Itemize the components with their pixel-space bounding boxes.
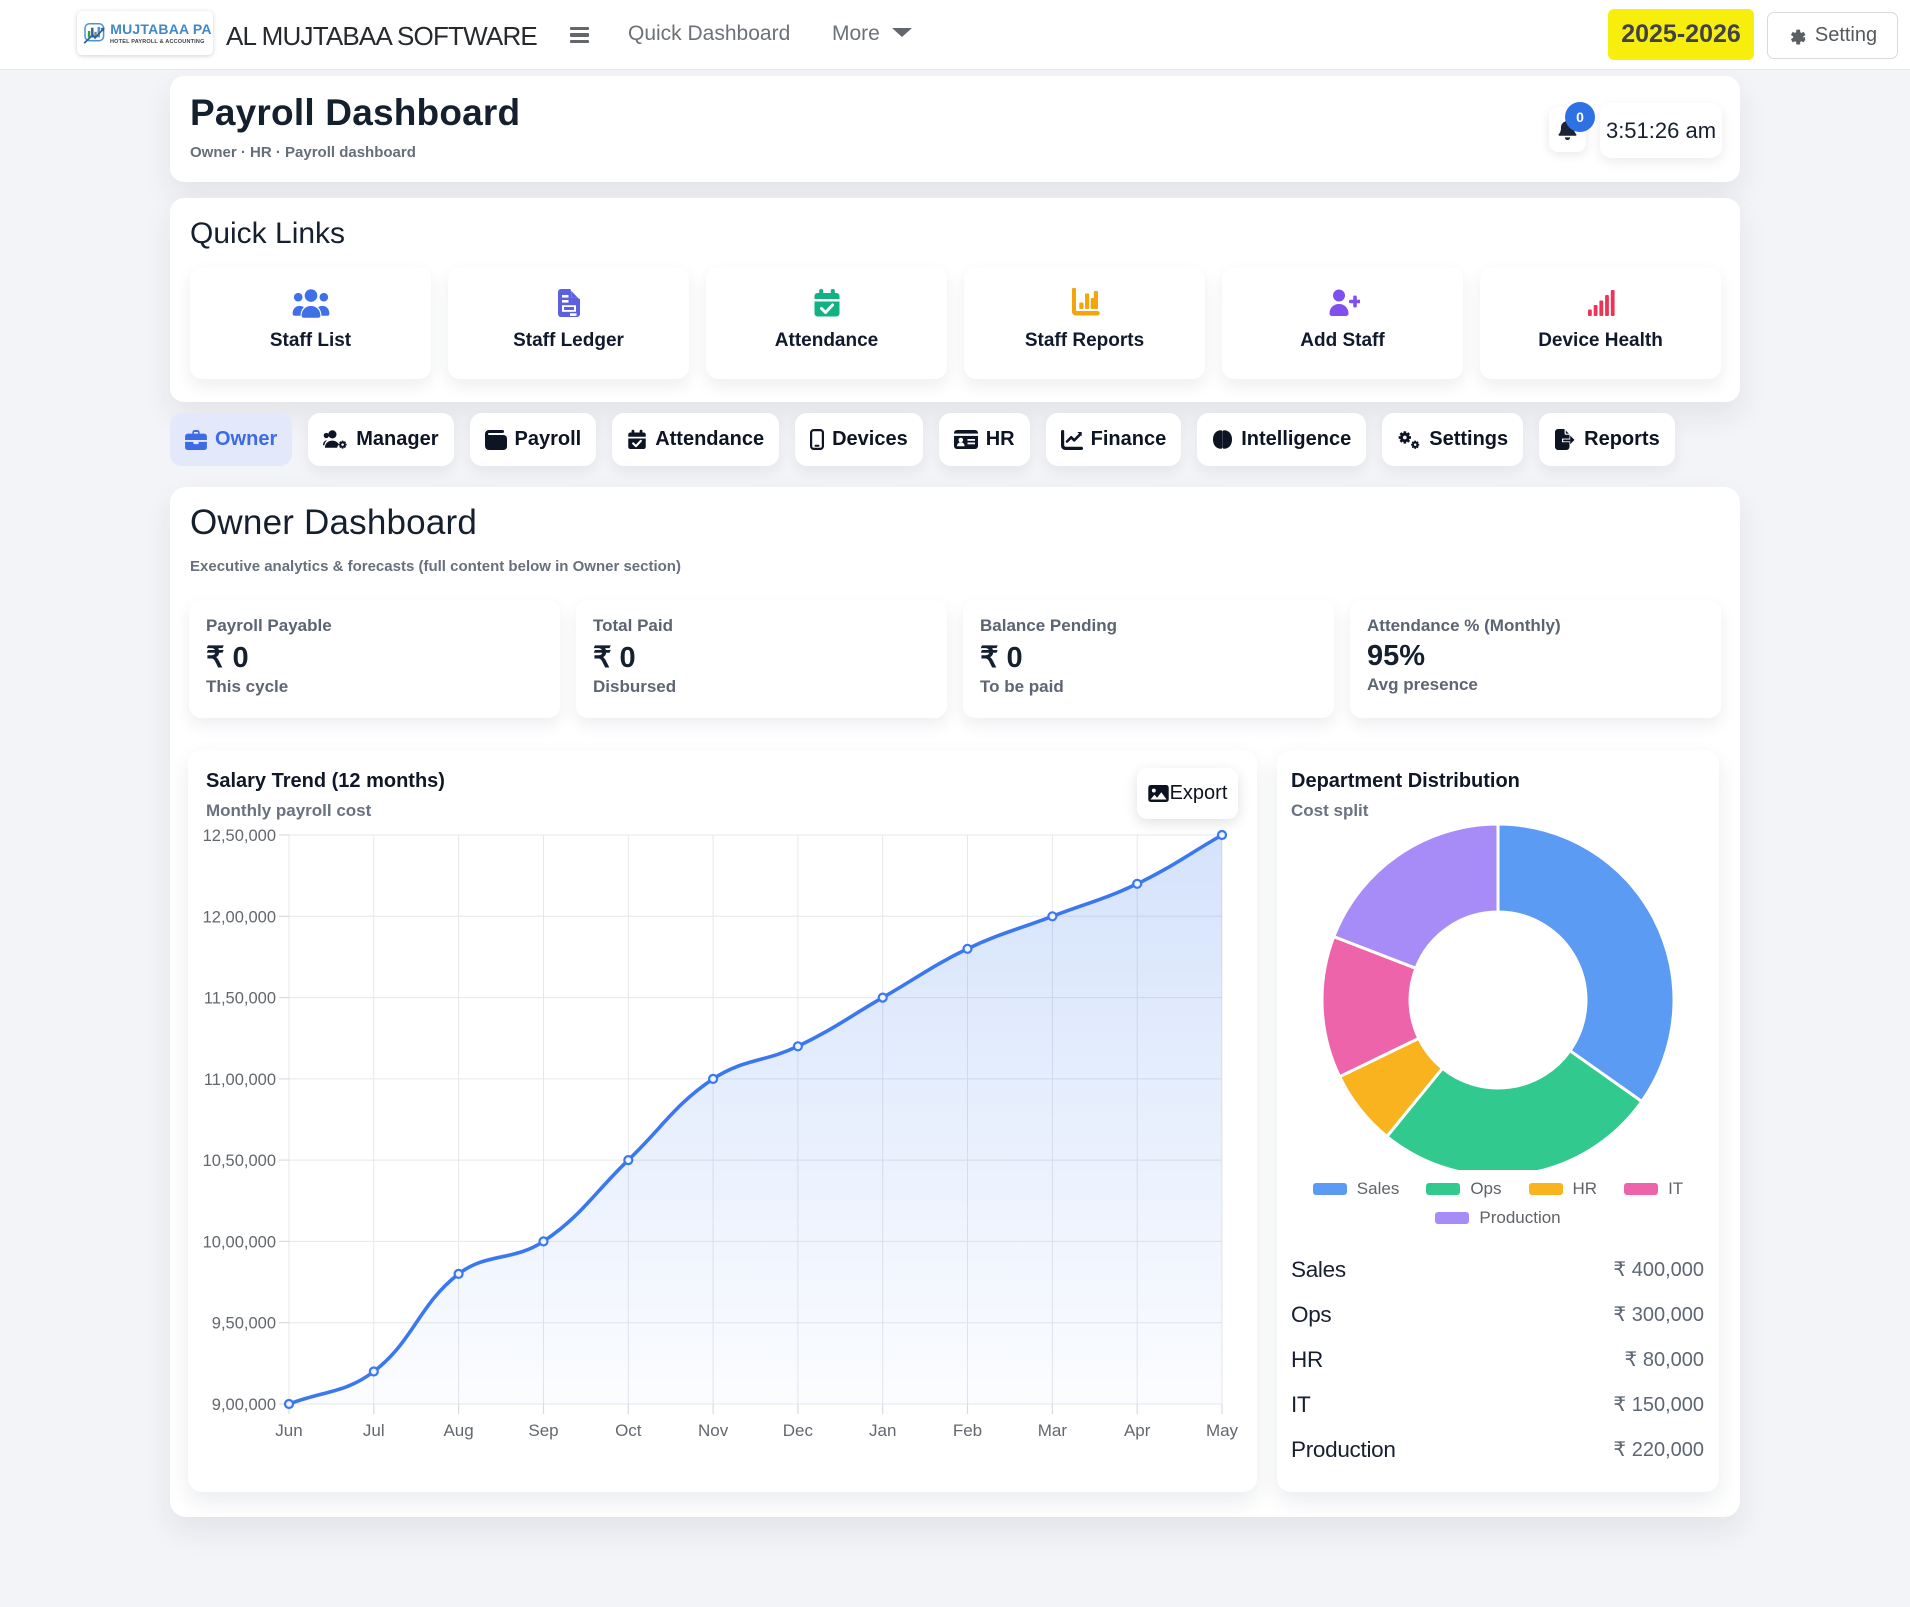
svg-text:12,00,000: 12,00,000 [203,908,276,926]
svg-text:Oct: Oct [615,1421,642,1440]
svg-text:Apr: Apr [1124,1421,1151,1440]
svg-text:11,00,000: 11,00,000 [204,1071,276,1089]
svg-text:May: May [1206,1421,1239,1440]
svg-text:Jul: Jul [363,1421,385,1440]
svg-text:12,50,000: 12,50,000 [203,827,276,845]
svg-text:Dec: Dec [783,1421,814,1440]
svg-text:Aug: Aug [443,1421,473,1440]
svg-text:10,00,000: 10,00,000 [203,1233,276,1251]
svg-text:10,50,000: 10,50,000 [203,1152,276,1170]
svg-text:Sep: Sep [528,1421,558,1440]
svg-text:Mar: Mar [1038,1421,1068,1440]
svg-text:Jun: Jun [275,1421,302,1440]
svg-text:11,50,000: 11,50,000 [204,990,276,1008]
svg-text:9,00,000: 9,00,000 [212,1396,276,1414]
svg-text:Feb: Feb [953,1421,982,1440]
svg-text:9,50,000: 9,50,000 [212,1315,276,1333]
svg-text:Nov: Nov [698,1421,729,1440]
svg-text:Jan: Jan [869,1421,896,1440]
